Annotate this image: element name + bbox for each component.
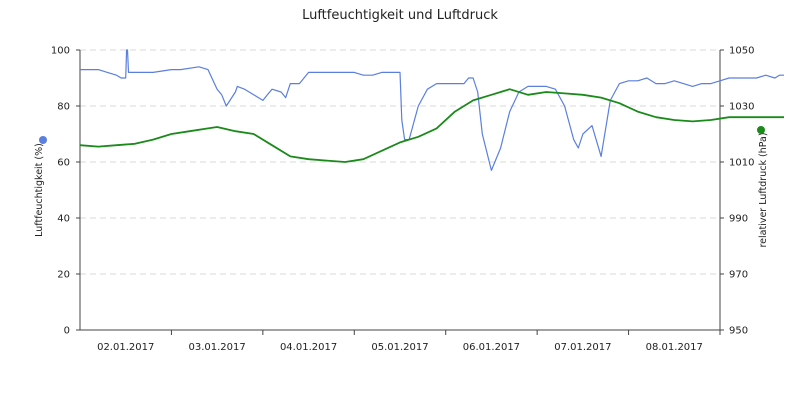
- y-left-tick-label: 100: [51, 46, 70, 57]
- x-tick-label: 03.01.2017: [189, 342, 246, 353]
- y-left-tick-label: 40: [57, 214, 70, 225]
- chart-title: Luftfeuchtigkeit und Luftdruck: [302, 8, 498, 23]
- y-left-axis-label: Luftfeuchtigkeit (%): [34, 143, 45, 237]
- x-tick-label: 05.01.2017: [371, 342, 428, 353]
- pressure-legend-dot: [757, 126, 765, 134]
- y-left-tick-label: 20: [57, 270, 70, 281]
- y-right-axis-label: relativer Luftdruck (hPa): [758, 132, 769, 247]
- y-right-tick-label: 990: [729, 214, 748, 225]
- x-tick-label: 04.01.2017: [280, 342, 337, 353]
- y-right-tick-label: 1030: [729, 102, 754, 113]
- y-right-tick-label: 1010: [729, 158, 754, 169]
- y-left-tick-label: 0: [64, 326, 70, 337]
- y-left-tick-label: 60: [57, 158, 70, 169]
- y-right-tick-label: 1050: [729, 46, 754, 57]
- x-tick-label: 06.01.2017: [463, 342, 520, 353]
- x-tick-label: 08.01.2017: [646, 342, 703, 353]
- x-tick-label: 02.01.2017: [97, 342, 154, 353]
- humidity-legend-dot: [39, 136, 47, 144]
- x-tick-label: 07.01.2017: [554, 342, 611, 353]
- y-right-tick-label: 970: [729, 270, 748, 281]
- y-right-tick-label: 950: [729, 326, 748, 337]
- humidity-line: [80, 49, 784, 171]
- pressure-line: [79, 88, 784, 163]
- y-left-tick-label: 80: [57, 102, 70, 113]
